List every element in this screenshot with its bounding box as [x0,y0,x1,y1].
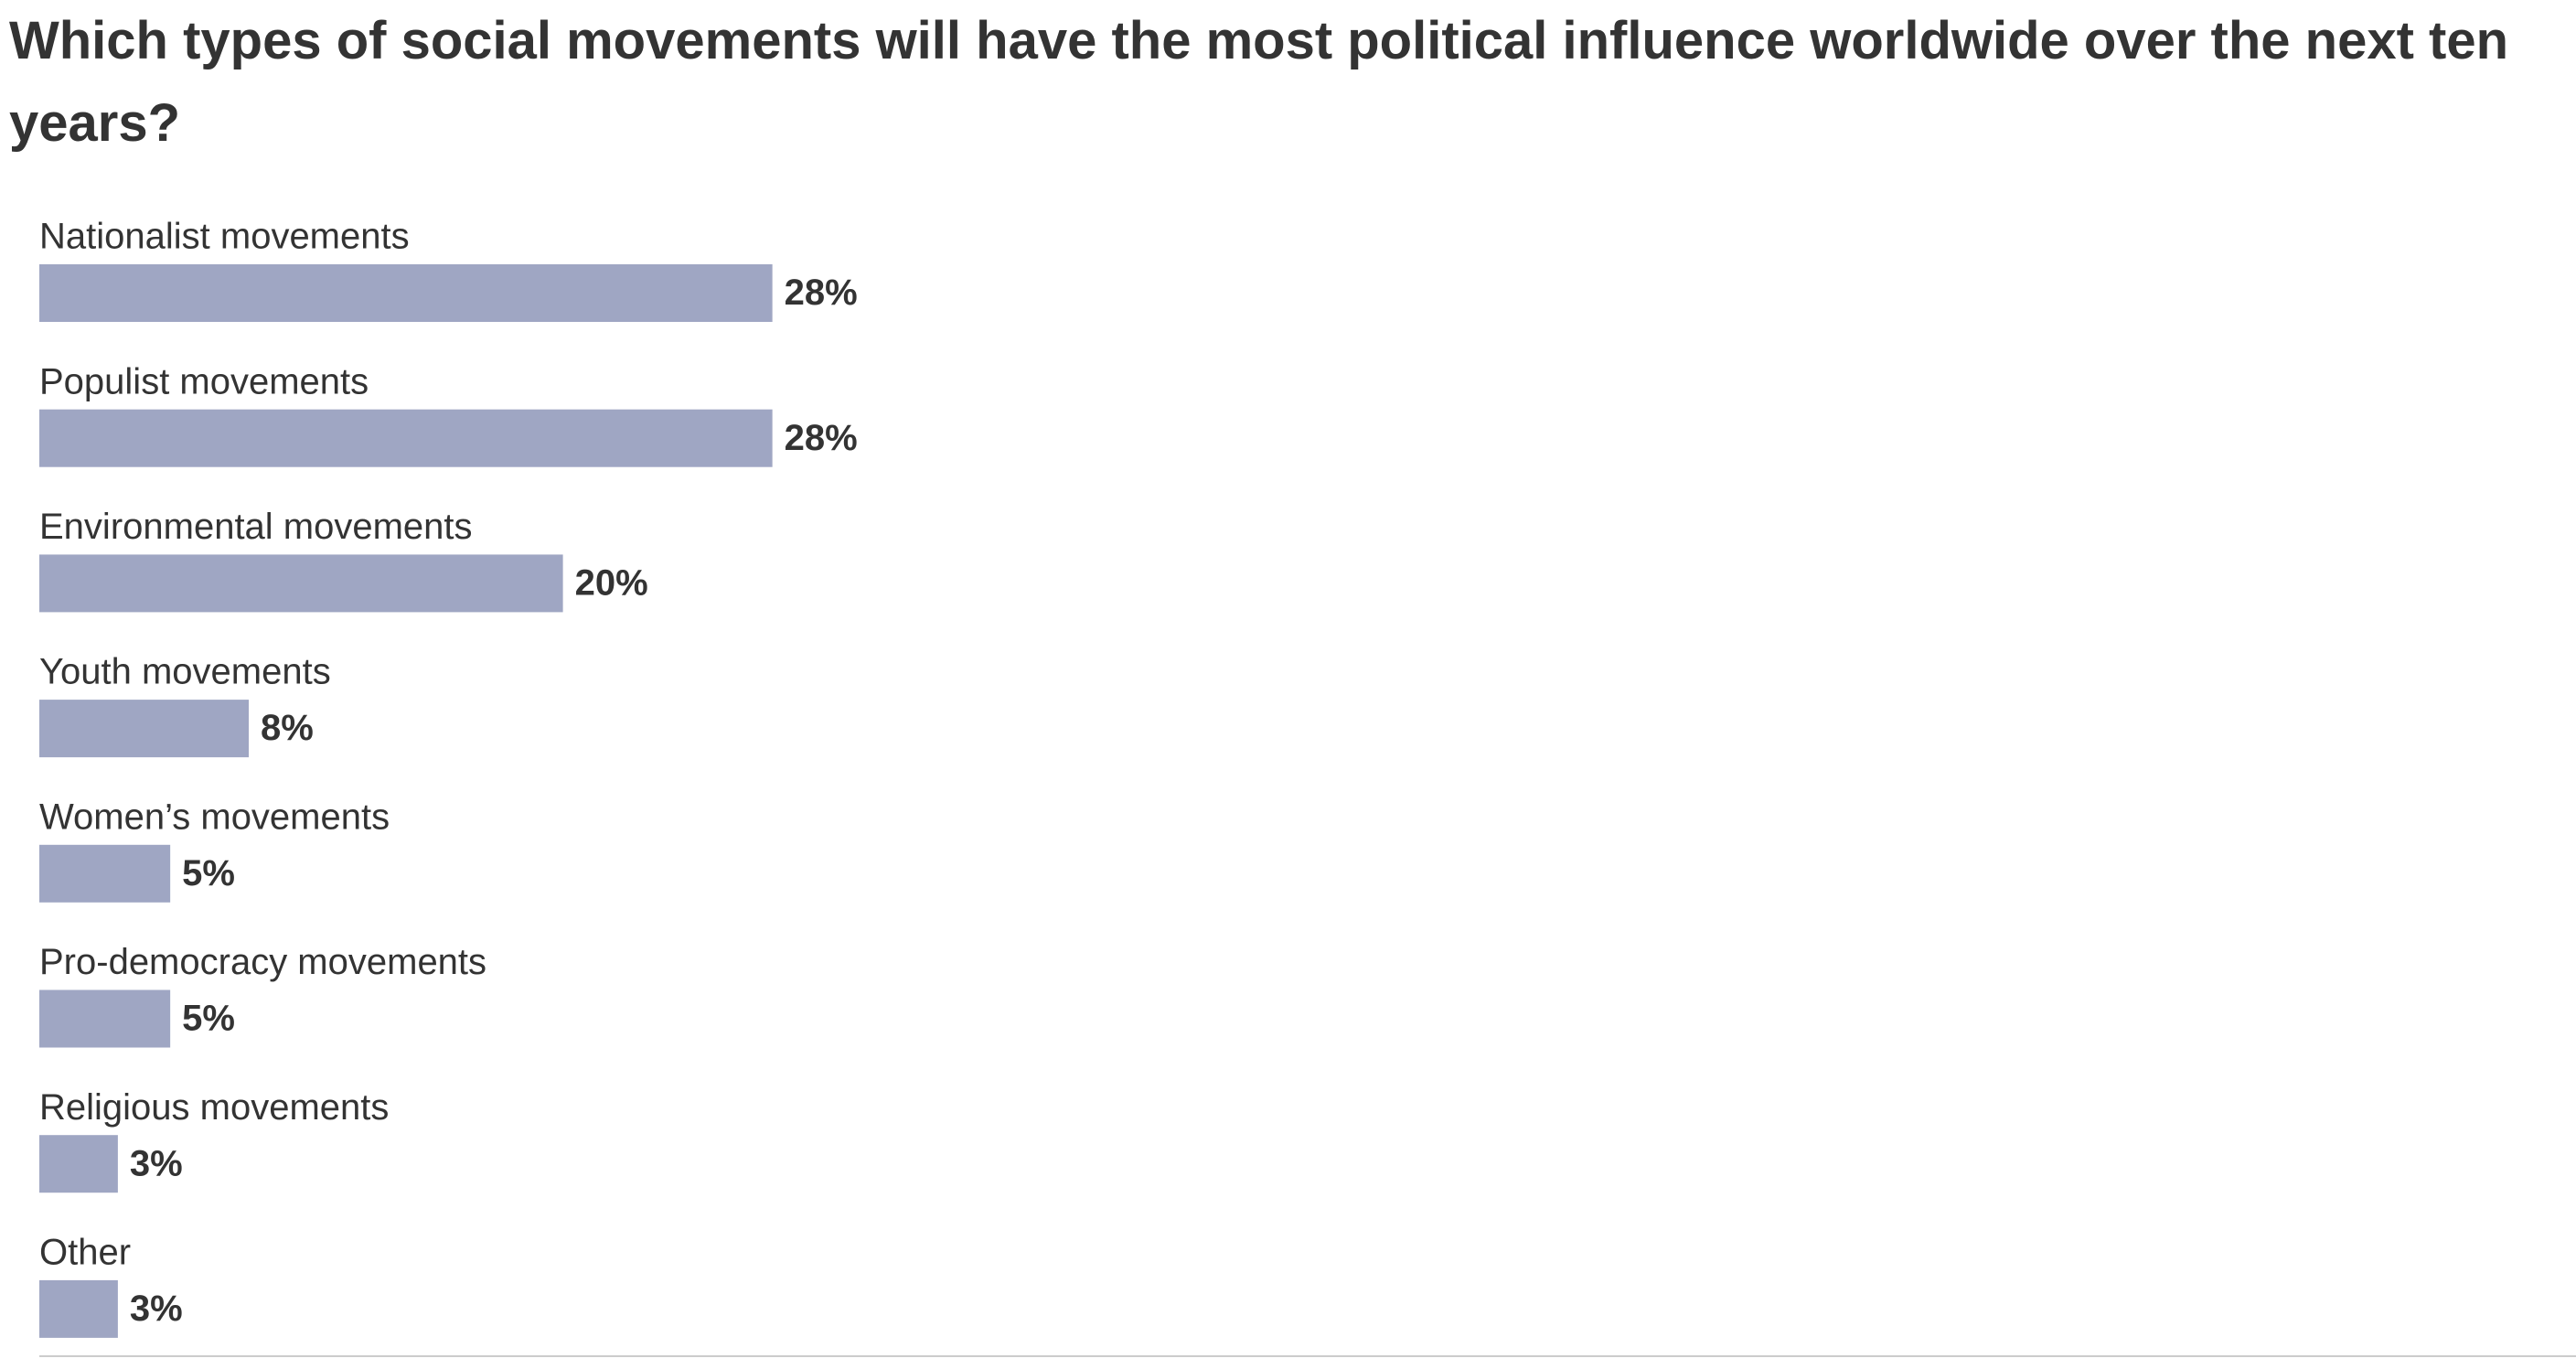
value-label: 3% [130,1289,183,1329]
bar [39,554,563,613]
bar [39,1279,118,1338]
value-label: 8% [261,708,314,748]
category-label: Nationalist movements [39,217,410,257]
value-label: 5% [182,853,235,893]
bar [39,700,250,758]
category-label: Populist movements [39,361,369,401]
value-label: 3% [130,1143,183,1183]
bar [39,989,171,1048]
value-label: 5% [182,999,235,1039]
chart-title: Which types of social movements will hav… [9,11,2509,153]
category-label: Youth movements [39,652,331,692]
bar [39,264,773,322]
category-label: Environmental movements [39,507,473,547]
bar [39,844,171,903]
value-label: 28% [785,418,858,458]
bar [39,409,773,467]
category-label: Other [39,1232,131,1272]
value-label: 28% [785,273,858,313]
category-label: Religious movements [39,1087,389,1128]
bar [39,1135,118,1193]
category-label: Pro-democracy movements [39,942,486,982]
category-label: Women’s movements [39,797,390,837]
value-label: 20% [575,562,648,603]
